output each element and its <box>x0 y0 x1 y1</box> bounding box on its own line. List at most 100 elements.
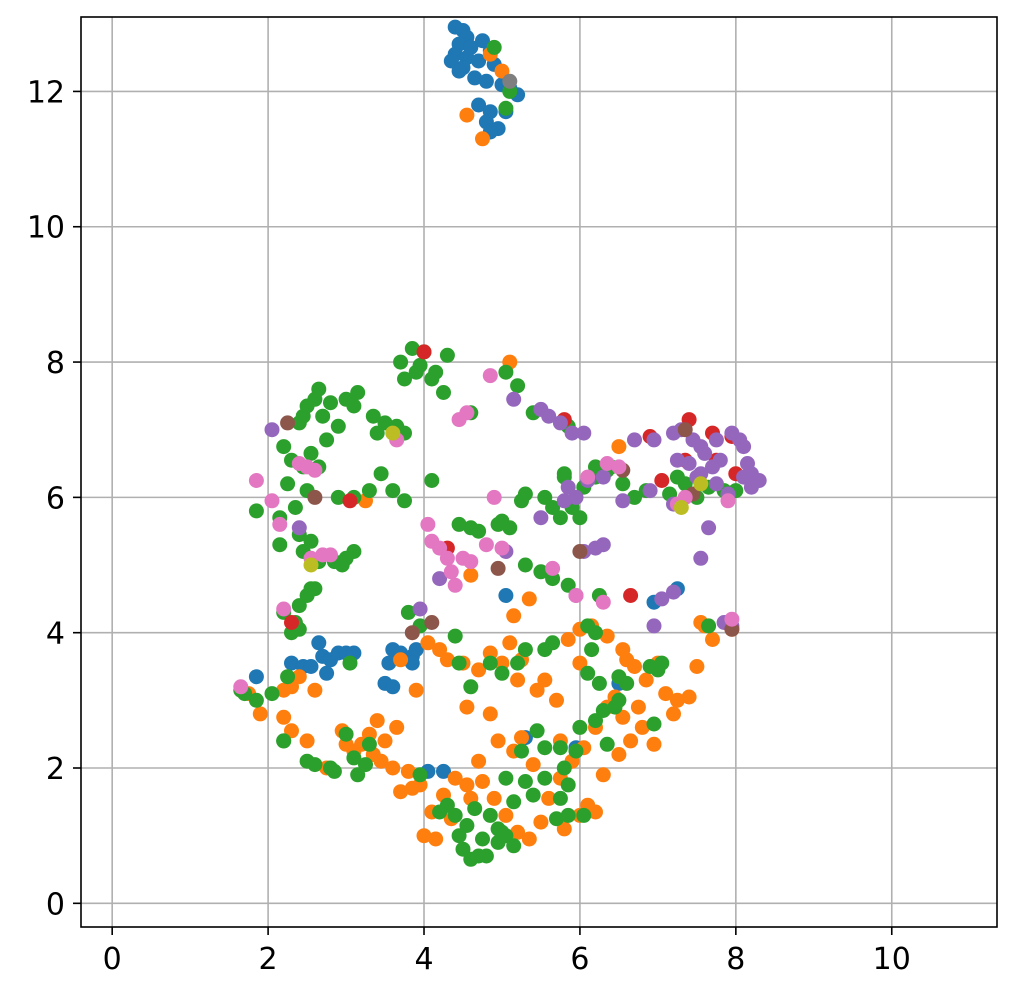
data-point <box>463 567 479 583</box>
data-point <box>400 763 416 779</box>
data-point <box>533 510 549 526</box>
data-point <box>525 787 541 803</box>
data-point <box>404 655 420 671</box>
data-point <box>315 408 331 424</box>
point-series-9 <box>303 425 709 573</box>
data-point <box>677 476 693 492</box>
data-point <box>361 483 377 499</box>
data-point <box>291 598 307 614</box>
y-tick-label: 10 <box>27 211 65 246</box>
data-point <box>588 713 603 729</box>
data-point <box>478 537 494 553</box>
data-point <box>482 807 498 823</box>
data-point <box>545 500 561 515</box>
data-point <box>303 659 319 674</box>
point-series-7 <box>233 368 740 695</box>
data-point <box>486 39 502 55</box>
data-point <box>595 469 611 485</box>
data-point <box>584 642 600 658</box>
data-point <box>510 824 526 840</box>
data-point <box>623 733 639 749</box>
data-point <box>490 834 506 850</box>
data-point <box>666 584 681 600</box>
data-point <box>451 828 467 844</box>
data-point <box>408 364 424 380</box>
data-point <box>502 73 518 89</box>
data-point <box>264 686 280 702</box>
data-point <box>595 537 611 553</box>
data-point <box>482 706 498 722</box>
data-point <box>537 740 553 756</box>
data-point <box>436 763 451 779</box>
data-point <box>502 520 518 536</box>
data-point <box>471 523 487 539</box>
data-point <box>510 378 526 394</box>
data-point <box>264 493 280 509</box>
data-point <box>498 100 514 116</box>
data-point <box>447 577 463 593</box>
data-point <box>467 70 483 86</box>
data-point <box>287 500 303 515</box>
data-point <box>463 851 479 867</box>
data-point <box>556 493 572 509</box>
data-point <box>580 665 596 681</box>
data-point <box>654 655 670 671</box>
data-point <box>494 63 510 79</box>
data-point <box>284 655 299 671</box>
data-point <box>459 777 475 793</box>
data-point <box>498 807 514 823</box>
data-point <box>599 736 615 752</box>
data-point <box>385 760 401 776</box>
data-point <box>482 655 498 671</box>
data-point <box>736 439 752 455</box>
data-point <box>393 354 409 370</box>
data-point <box>677 422 693 438</box>
data-point <box>248 503 264 519</box>
data-point <box>560 807 576 823</box>
data-point <box>595 767 611 783</box>
data-point <box>416 828 432 844</box>
data-point <box>514 743 529 759</box>
data-point <box>377 733 393 749</box>
data-point <box>373 466 389 482</box>
x-tick-label: 4 <box>414 942 433 977</box>
data-point <box>330 418 346 434</box>
data-point <box>552 510 568 526</box>
data-point <box>560 777 576 793</box>
data-point <box>416 344 432 360</box>
data-point <box>307 489 323 505</box>
data-point <box>708 476 724 492</box>
data-point <box>572 719 588 735</box>
y-axis: 0 2 4 6 8 10 12 <box>27 75 81 922</box>
y-tick-label: 2 <box>46 752 65 787</box>
data-point <box>525 757 541 773</box>
data-point <box>338 726 354 742</box>
data-point <box>627 432 642 448</box>
data-point <box>361 736 377 752</box>
data-point <box>564 425 580 441</box>
data-point <box>506 391 522 407</box>
data-point <box>537 770 553 786</box>
data-point <box>436 385 451 400</box>
data-point <box>701 618 717 634</box>
data-point <box>502 635 518 651</box>
data-point <box>358 757 373 773</box>
data-point <box>303 533 319 549</box>
data-point <box>451 63 467 79</box>
data-point <box>490 733 506 749</box>
data-point <box>615 476 631 492</box>
data-point <box>556 760 572 776</box>
data-point <box>521 831 537 847</box>
data-point <box>533 814 549 830</box>
data-point <box>280 669 296 685</box>
data-point <box>611 692 627 708</box>
data-point <box>280 415 296 431</box>
data-point <box>627 489 642 505</box>
data-point <box>697 445 713 461</box>
data-point <box>307 462 323 478</box>
scatter-points <box>233 19 767 867</box>
data-point <box>552 740 568 756</box>
data-point <box>743 479 759 495</box>
data-point <box>630 699 646 715</box>
data-point <box>323 760 338 776</box>
